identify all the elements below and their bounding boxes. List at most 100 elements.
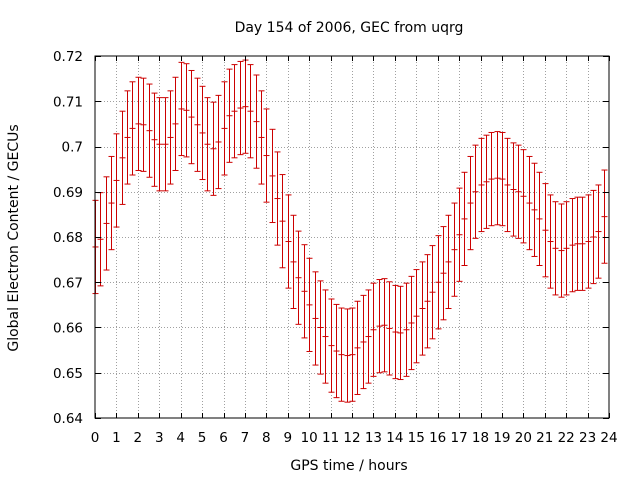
error-bar-point-55 bbox=[386, 281, 393, 376]
error-bar-point-86 bbox=[552, 201, 559, 296]
error-bar-point-67 bbox=[451, 202, 458, 297]
error-bar-point-30 bbox=[253, 74, 260, 169]
error-bar-point-44 bbox=[328, 298, 335, 393]
error-bar-point-78 bbox=[510, 142, 517, 237]
error-bar-point-76 bbox=[499, 131, 506, 227]
error-bar-point-36 bbox=[285, 194, 292, 289]
error-bar-point-80 bbox=[520, 149, 527, 244]
error-bar-point-53 bbox=[376, 279, 383, 374]
error-bar-point-64 bbox=[435, 235, 442, 330]
error-bar-point-18 bbox=[188, 69, 195, 165]
error-bar-point-70 bbox=[467, 155, 474, 251]
x-tick-label-13: 13 bbox=[365, 430, 382, 446]
y-tick-label-0.68: 0.68 bbox=[53, 230, 83, 246]
error-bar-point-89 bbox=[569, 198, 576, 293]
error-bar-point-88 bbox=[563, 201, 570, 296]
error-bar-point-11 bbox=[151, 92, 158, 187]
x-tick-label-14: 14 bbox=[386, 430, 403, 446]
x-tick-label-15: 15 bbox=[408, 430, 425, 446]
error-bar-point-63 bbox=[429, 245, 436, 340]
error-bar-point-38 bbox=[295, 230, 302, 325]
error-bar-point-45 bbox=[333, 303, 340, 399]
x-tick-label-19: 19 bbox=[493, 430, 510, 446]
error-bar-point-28 bbox=[242, 59, 249, 154]
error-bar-point-24 bbox=[221, 81, 228, 176]
error-bar-point-25 bbox=[226, 68, 233, 163]
error-bar-point-10 bbox=[146, 83, 153, 178]
error-bar-point-92 bbox=[585, 194, 592, 289]
error-bar-point-68 bbox=[456, 187, 463, 282]
error-bar-point-47 bbox=[344, 308, 351, 403]
error-bar-point-39 bbox=[301, 244, 308, 339]
x-tick-label-9: 9 bbox=[283, 430, 292, 446]
error-bar-point-33 bbox=[269, 128, 276, 224]
x-tick-label-17: 17 bbox=[450, 430, 467, 446]
error-bar-point-16 bbox=[178, 61, 185, 157]
error-bar-point-79 bbox=[515, 144, 522, 239]
error-bar-point-34 bbox=[274, 151, 281, 246]
error-bar-point-42 bbox=[317, 280, 324, 375]
x-tick-label-21: 21 bbox=[536, 430, 553, 446]
error-bar-point-60 bbox=[413, 269, 420, 364]
error-bar-point-59 bbox=[408, 275, 415, 371]
error-bar-point-71 bbox=[472, 144, 479, 239]
error-bar-point-22 bbox=[210, 101, 217, 196]
error-bar-point-40 bbox=[306, 257, 313, 352]
x-tick-label-23: 23 bbox=[579, 430, 596, 446]
x-tick-label-10: 10 bbox=[301, 430, 318, 446]
error-bar-point-17 bbox=[183, 63, 190, 158]
error-bar-point-69 bbox=[461, 171, 468, 267]
error-bar-point-19 bbox=[194, 77, 201, 172]
x-tick-labels: 0 1 2 3 4 5 6 7 8 9 10 11 12 13 14 15 16 17 18 19 20 21 22 23 24 bbox=[91, 430, 618, 446]
error-bar-point-56 bbox=[392, 284, 399, 380]
y-tick-label-0.7: 0.7 bbox=[62, 140, 83, 156]
error-bar-point-14 bbox=[167, 90, 174, 185]
error-bar-point-58 bbox=[403, 282, 410, 377]
error-bar-point-91 bbox=[579, 196, 586, 291]
error-bar-point-54 bbox=[381, 278, 388, 373]
x-tick-label-3: 3 bbox=[155, 430, 164, 446]
error-bar-point-8 bbox=[135, 76, 142, 171]
error-bar-point-72 bbox=[478, 137, 485, 233]
y-tick-label-0.71: 0.71 bbox=[53, 94, 83, 110]
error-bar-point-65 bbox=[440, 226, 447, 321]
error-bar-point-13 bbox=[162, 97, 169, 192]
x-tick-label-24: 24 bbox=[600, 430, 617, 446]
x-tick-label-1: 1 bbox=[112, 430, 121, 446]
axis-ticks bbox=[95, 56, 610, 419]
y-axis-label: Global Electron Content / GECUs bbox=[6, 124, 22, 351]
error-bar-point-51 bbox=[365, 289, 372, 384]
y-tick-label-0.64: 0.64 bbox=[53, 411, 83, 427]
error-bar-point-26 bbox=[231, 64, 238, 159]
error-bar-point-1 bbox=[97, 192, 104, 287]
error-bar-point-52 bbox=[370, 282, 377, 377]
x-tick-label-5: 5 bbox=[198, 430, 207, 446]
error-bar-point-12 bbox=[156, 97, 163, 192]
y-tick-label-0.66: 0.66 bbox=[53, 321, 83, 337]
error-bar-point-83 bbox=[536, 171, 543, 267]
error-bar-point-94 bbox=[595, 184, 602, 279]
error-bar-point-41 bbox=[312, 271, 319, 366]
x-tick-label-22: 22 bbox=[558, 430, 575, 446]
x-tick-label-6: 6 bbox=[219, 430, 228, 446]
x-tick-label-18: 18 bbox=[472, 430, 489, 446]
error-bar-point-4 bbox=[113, 133, 120, 228]
chart-title: Day 154 of 2006, GEC from uqrg bbox=[235, 20, 464, 36]
error-bar-point-95 bbox=[601, 169, 608, 264]
error-bar-point-29 bbox=[247, 64, 254, 159]
error-bar-point-6 bbox=[124, 90, 131, 185]
error-bar-point-87 bbox=[558, 203, 565, 298]
x-tick-label-11: 11 bbox=[322, 430, 339, 446]
error-bar-point-9 bbox=[140, 77, 147, 172]
error-bar-point-2 bbox=[103, 176, 110, 271]
error-bar-point-46 bbox=[338, 307, 345, 402]
error-bar-point-43 bbox=[322, 289, 329, 384]
error-bar-point-85 bbox=[547, 194, 554, 289]
y-tick-labels: 0.64 0.65 0.66 0.67 0.68 0.69 0.7 0.71 0.72 bbox=[53, 49, 83, 427]
error-bar-point-31 bbox=[258, 90, 265, 185]
error-bar-point-62 bbox=[424, 254, 431, 349]
x-tick-label-0: 0 bbox=[91, 430, 100, 446]
error-bar-point-32 bbox=[263, 108, 270, 203]
error-bar-point-81 bbox=[526, 155, 533, 251]
